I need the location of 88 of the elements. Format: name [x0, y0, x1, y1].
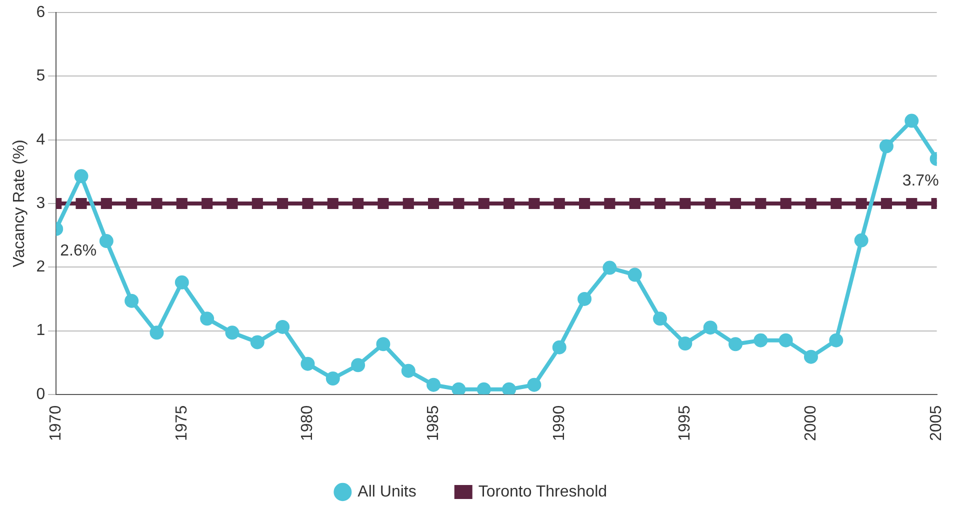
- point: [628, 268, 642, 282]
- y-tick-label: 2: [36, 258, 46, 276]
- point: [452, 382, 466, 394]
- point: [302, 198, 314, 210]
- point: [202, 198, 213, 210]
- point: [74, 169, 88, 184]
- point: [654, 198, 666, 210]
- point: [76, 198, 87, 210]
- point: [904, 114, 919, 128]
- point: [402, 198, 414, 210]
- point: [528, 198, 540, 210]
- point: [578, 292, 592, 306]
- point: [552, 340, 566, 354]
- point: [728, 337, 742, 352]
- point: [252, 198, 263, 210]
- point: [100, 198, 112, 210]
- point: [578, 198, 590, 210]
- point: [276, 320, 290, 334]
- point: [604, 198, 616, 210]
- point: [478, 198, 490, 210]
- point: [200, 312, 214, 326]
- point: [906, 198, 918, 210]
- point: [804, 350, 818, 364]
- legend-label: Toronto Threshold: [478, 483, 608, 500]
- point: [99, 234, 114, 248]
- point: [629, 198, 640, 210]
- point: [476, 382, 491, 394]
- point: [277, 198, 288, 210]
- annotation: 2.6%: [60, 242, 97, 260]
- point: [879, 139, 894, 154]
- point: [880, 198, 892, 210]
- y-tick-label: 5: [36, 68, 46, 85]
- x-tick-label: 2000: [802, 405, 820, 441]
- point: [124, 294, 139, 308]
- x-tick-label: 2005: [928, 405, 946, 441]
- x-tick-label: 1970: [48, 405, 65, 441]
- point: [376, 337, 390, 352]
- point: [502, 382, 516, 394]
- x-tick-label: 1990: [550, 405, 568, 441]
- point: [778, 333, 793, 348]
- point: [226, 198, 238, 210]
- point: [854, 233, 868, 248]
- point: [730, 198, 742, 210]
- point: [453, 198, 464, 210]
- point: [602, 260, 617, 275]
- point: [554, 198, 565, 210]
- point: [829, 333, 844, 348]
- point: [151, 198, 162, 210]
- point: [856, 198, 867, 210]
- x-tick-label: 1980: [299, 405, 316, 441]
- y-tick-label: 3: [36, 194, 46, 212]
- point: [225, 326, 240, 340]
- point: [503, 198, 515, 210]
- point: [327, 198, 338, 210]
- point: [830, 198, 842, 210]
- point: [352, 198, 364, 210]
- point: [805, 198, 817, 210]
- point: [754, 333, 768, 348]
- x-tick-label: 1985: [424, 405, 442, 441]
- annotation: 3.7%: [902, 172, 939, 190]
- y-tick-label: 4: [36, 131, 46, 148]
- point: [378, 198, 389, 210]
- y-tick-label: 1: [36, 322, 46, 340]
- point: [678, 336, 692, 350]
- point: [428, 198, 440, 210]
- point: [527, 378, 542, 392]
- legend-label: All Units: [358, 483, 416, 500]
- point: [755, 198, 766, 210]
- point: [653, 312, 668, 326]
- x-tick-label: 1995: [676, 405, 694, 441]
- point: [176, 198, 188, 210]
- point: [780, 198, 792, 210]
- point: [351, 358, 366, 372]
- point: [300, 356, 315, 371]
- point: [250, 335, 264, 350]
- point: [326, 372, 340, 386]
- y-tick-label: 0: [36, 386, 46, 403]
- y-tick-label: 6: [36, 4, 46, 22]
- point: [680, 198, 691, 210]
- point: [426, 378, 441, 392]
- point: [401, 364, 416, 378]
- x-tick-label: 1975: [173, 405, 190, 441]
- y-axis-title: Vacancy Rate (%): [11, 140, 28, 268]
- point: [174, 275, 189, 290]
- point: [704, 198, 716, 210]
- point: [150, 326, 164, 340]
- point: [703, 320, 718, 335]
- point: [126, 198, 138, 210]
